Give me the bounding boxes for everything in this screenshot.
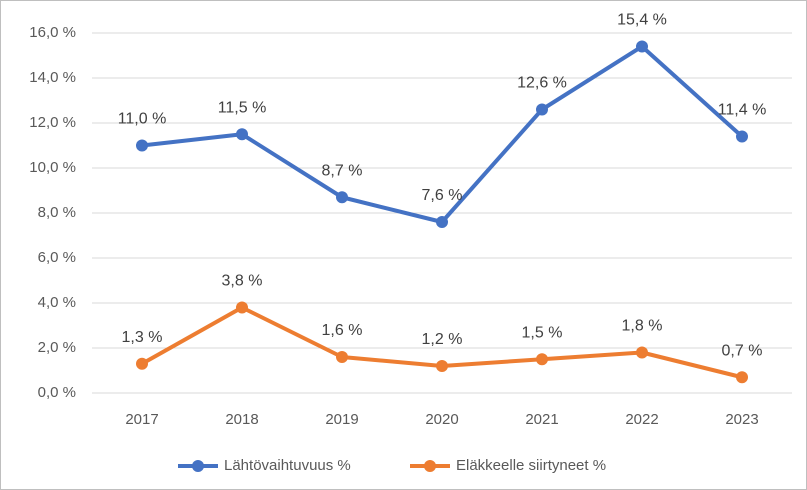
data-point	[636, 346, 648, 359]
x-tick-label: 2017	[125, 411, 158, 428]
data-point	[536, 353, 548, 366]
y-tick-label: 6,0 %	[38, 249, 76, 266]
x-tick-label: 2021	[525, 411, 558, 428]
y-tick-label: 2,0 %	[38, 339, 76, 356]
data-label: 0,7 %	[722, 342, 763, 359]
y-tick-label: 8,0 %	[38, 204, 76, 221]
data-label: 3,8 %	[222, 273, 263, 290]
y-tick-label: 14,0 %	[29, 69, 76, 86]
data-point	[736, 371, 748, 384]
data-label: 1,5 %	[522, 324, 563, 341]
legend-label: Eläkkeelle siirtyneet %	[456, 457, 606, 474]
data-point	[436, 360, 448, 372]
data-label: 8,7 %	[322, 162, 363, 179]
legend-marker	[424, 460, 436, 472]
data-point	[336, 351, 348, 363]
data-label: 1,3 %	[122, 329, 163, 346]
y-tick-label: 0,0 %	[38, 384, 76, 401]
data-point	[136, 357, 148, 370]
data-point	[236, 128, 248, 141]
data-label: 15,4 %	[617, 12, 667, 29]
legend-marker	[192, 460, 204, 472]
data-point	[236, 301, 248, 314]
data-point	[736, 130, 748, 143]
x-tick-label: 2019	[325, 411, 358, 428]
y-tick-label: 16,0 %	[29, 24, 76, 41]
data-label: 11,5 %	[218, 99, 267, 116]
x-tick-label: 2022	[625, 411, 658, 428]
y-tick-label: 10,0 %	[29, 159, 76, 176]
data-label: 12,6 %	[517, 75, 567, 92]
data-label: 1,8 %	[622, 318, 663, 335]
legend-label: Lähtövaihtuvuus %	[224, 457, 351, 474]
y-tick-label: 12,0 %	[29, 114, 76, 131]
y-tick-label: 4,0 %	[38, 294, 76, 311]
data-point	[136, 139, 148, 152]
data-point	[436, 216, 448, 228]
data-point	[536, 103, 548, 116]
data-label: 11,4 %	[718, 102, 767, 119]
data-label: 1,2 %	[422, 331, 463, 348]
x-tick-label: 2023	[725, 411, 758, 428]
data-point	[336, 191, 348, 204]
data-point	[636, 40, 648, 53]
data-label: 1,6 %	[322, 322, 363, 339]
x-tick-label: 2020	[425, 411, 458, 428]
x-tick-label: 2018	[225, 411, 258, 428]
data-label: 7,6 %	[422, 187, 463, 204]
data-label: 11,0 %	[118, 111, 167, 128]
